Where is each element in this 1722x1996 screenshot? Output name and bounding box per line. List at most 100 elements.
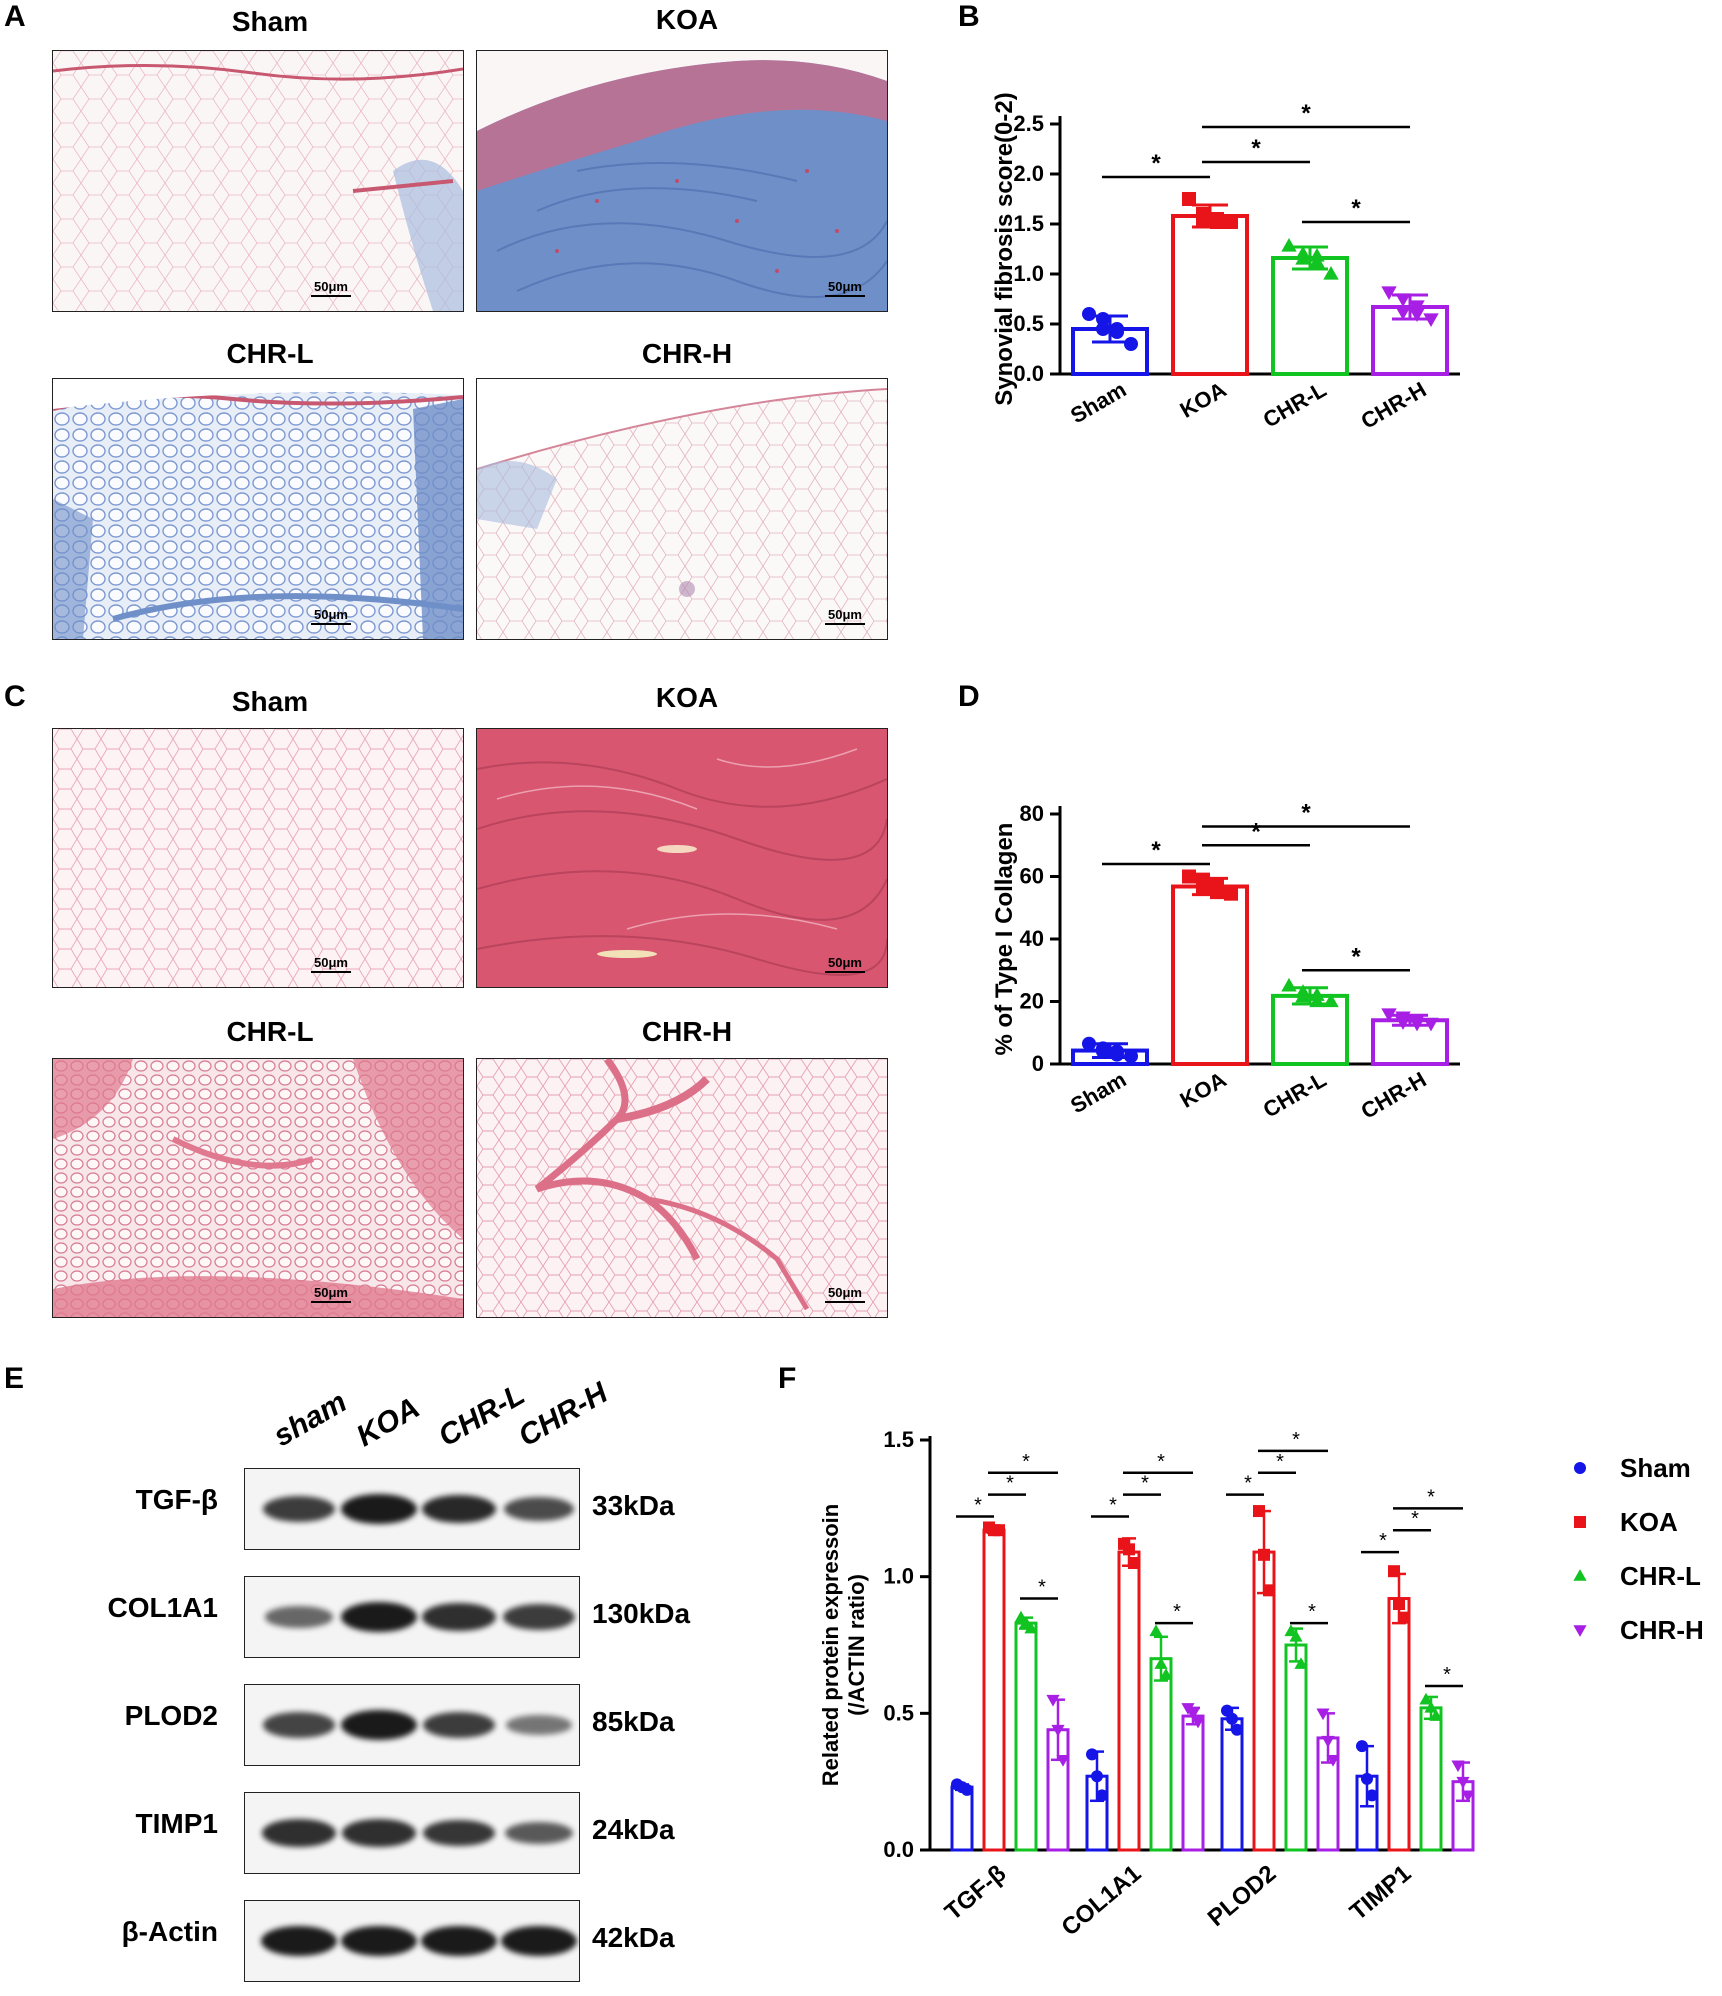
masson-image-chr-l: 50μm xyxy=(52,378,464,640)
y-axis-label-2: (/ACTIN ratio) xyxy=(844,1574,869,1716)
blot-size-label: 33kDa xyxy=(592,1490,675,1521)
significance-label: * xyxy=(1038,1577,1046,1599)
data-point xyxy=(1196,212,1210,226)
significance-label: * xyxy=(1411,1508,1419,1530)
bar xyxy=(1387,1597,1411,1852)
scale-bar: 50μm xyxy=(311,1285,351,1303)
blot-band xyxy=(503,1604,575,1630)
data-point xyxy=(1295,250,1311,265)
y-tick-label: 0.5 xyxy=(1013,311,1044,336)
data-point xyxy=(1046,1694,1060,1707)
blot-band xyxy=(341,1710,417,1740)
panel-letter-a: A xyxy=(4,0,26,33)
data-point xyxy=(1154,1657,1168,1669)
data-point xyxy=(1056,1755,1070,1767)
bar xyxy=(1014,1621,1038,1852)
blot-band xyxy=(422,1819,496,1847)
significance-label: * xyxy=(1109,1495,1117,1517)
blot-band xyxy=(506,1715,572,1735)
y-tick-label: 1.5 xyxy=(883,1427,914,1452)
significance-label: * xyxy=(1308,1601,1316,1623)
significance-label: * xyxy=(1251,818,1261,845)
y-tick-label: 0.5 xyxy=(883,1700,914,1725)
significance-label: * xyxy=(1251,135,1261,162)
legend-label: CHR-H xyxy=(1620,1615,1704,1645)
masson-image-koa: 50μm xyxy=(476,50,888,312)
data-point xyxy=(1289,1629,1303,1642)
x-tick-label: KOA xyxy=(1176,377,1231,423)
significance-label: * xyxy=(1351,943,1361,970)
data-point xyxy=(1210,215,1224,229)
blot-band xyxy=(341,1926,417,1956)
data-point xyxy=(1419,1692,1433,1705)
y-tick-label: 20 xyxy=(1020,989,1044,1014)
bar xyxy=(1117,1550,1141,1852)
data-point xyxy=(1326,1755,1340,1767)
y-axis-label: Synovial fibrosis score(0-2) xyxy=(991,92,1018,405)
panel-letter-e: E xyxy=(4,1362,25,1395)
data-point xyxy=(1128,1557,1140,1569)
scale-bar-label: 50μm xyxy=(314,955,348,970)
chart-d: 0 20 40 60 80% of Type I Collagen Sham KOA CHR-… xyxy=(991,800,1460,1124)
blot-band xyxy=(265,1606,333,1628)
significance-label: * xyxy=(1022,1451,1030,1473)
data-point xyxy=(1124,337,1138,351)
bar xyxy=(1284,1643,1308,1852)
data-point xyxy=(1082,1036,1096,1051)
data-point xyxy=(993,1524,1005,1537)
data-point xyxy=(1110,325,1124,339)
data-point xyxy=(1309,993,1325,1008)
data-point xyxy=(1258,1548,1270,1561)
data-point xyxy=(1253,1505,1265,1518)
blot-band xyxy=(504,1821,574,1845)
data-point xyxy=(1429,1709,1443,1721)
scale-bar: 50μm xyxy=(311,955,351,973)
significance-label: * xyxy=(1301,800,1311,827)
blot-band xyxy=(262,1819,336,1847)
y-axis-label: % of Type I Collagen xyxy=(991,823,1018,1056)
data-point xyxy=(1110,1047,1124,1062)
data-point xyxy=(1124,1049,1138,1064)
data-point xyxy=(1281,977,1297,992)
bar xyxy=(1252,1550,1276,1852)
bar xyxy=(1419,1706,1443,1852)
histology-title-a-sham: Sham xyxy=(231,6,309,37)
scale-bar: 50μm xyxy=(825,1285,865,1303)
blot-size-label: 130kDa xyxy=(592,1598,691,1629)
masson-image-sham: 50μm xyxy=(52,50,464,312)
blot-strip xyxy=(244,1792,580,1874)
blot-protein-label: β-Actin xyxy=(121,1916,218,1947)
data-point xyxy=(1388,1565,1400,1578)
significance-label: * xyxy=(1151,150,1161,177)
scale-bar-label: 50μm xyxy=(828,955,862,970)
histology-title-c-chr-l: CHR-L xyxy=(226,1016,314,1047)
legend-marker xyxy=(1574,1462,1586,1474)
scale-bar-label: 50μm xyxy=(828,607,862,622)
histology-title-c-chr-h: CHR-H xyxy=(641,1016,733,1047)
x-tick-label: COL1A1 xyxy=(1056,1860,1146,1942)
blot-protein-label: TIMP1 xyxy=(135,1808,218,1839)
chart-f: 0.0 0.5 1.0 1.5 Related protein expressoin (/… xyxy=(818,1427,1704,1942)
data-point xyxy=(1398,1611,1410,1624)
significance-label: * xyxy=(1157,1451,1165,1473)
data-point xyxy=(1381,1008,1397,1023)
significance-label: * xyxy=(1427,1486,1435,1508)
blot-strip xyxy=(244,1576,580,1658)
histology-title-a-chr-h: CHR-H xyxy=(641,338,733,369)
blot-band xyxy=(422,1603,496,1631)
y-tick-label: 40 xyxy=(1020,926,1044,951)
blot-strip xyxy=(244,1684,580,1766)
scale-bar: 50μm xyxy=(825,279,865,297)
data-point xyxy=(1316,1708,1330,1721)
x-tick-label: TIMP1 xyxy=(1345,1860,1417,1926)
blot-band xyxy=(341,1494,417,1524)
data-point xyxy=(1309,253,1325,268)
significance-label: * xyxy=(1006,1473,1014,1495)
histology-title-c-koa: KOA xyxy=(655,682,719,713)
blot-band xyxy=(341,1602,417,1632)
data-point xyxy=(1393,1598,1405,1610)
panel-letter-b: B xyxy=(958,0,980,33)
data-point xyxy=(1395,1016,1411,1030)
data-point xyxy=(1356,1740,1368,1753)
blot-band xyxy=(263,1496,335,1522)
